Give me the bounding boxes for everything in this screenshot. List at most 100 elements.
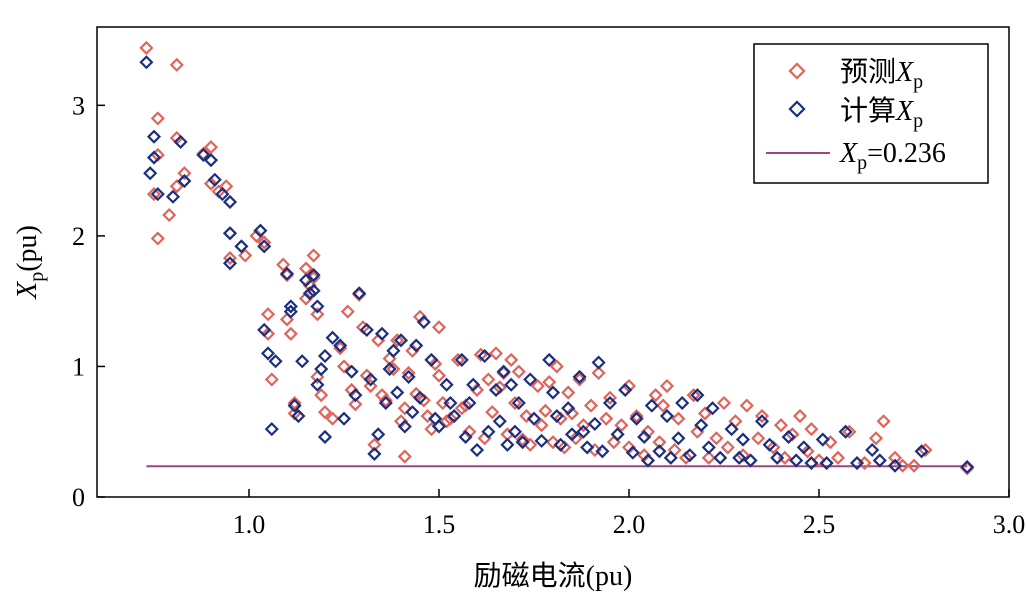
calculated-point [177, 173, 192, 189]
predicted-point [511, 364, 526, 379]
predicted-point [659, 378, 675, 394]
y-tick-label: 2 [72, 222, 85, 251]
calculated-point [549, 408, 564, 424]
calculated-point [165, 189, 181, 204]
predicted-point [431, 368, 447, 383]
calculated-point [447, 408, 462, 424]
plot-frame [96, 26, 1010, 498]
calculated-point [625, 445, 640, 460]
predicted-point [222, 226, 238, 241]
predicted-point [906, 458, 922, 473]
calculated-point [781, 429, 796, 445]
predicted-point [378, 393, 393, 408]
predicted-point [671, 411, 686, 426]
calculated-point [458, 429, 473, 445]
x-tick-label: 1.0 [233, 510, 266, 539]
predicted-point [918, 442, 933, 458]
predicted-point [614, 418, 629, 433]
calculated-point [393, 333, 409, 348]
calculated-point [173, 134, 188, 149]
predicted-point [401, 365, 416, 381]
predicted-point [811, 453, 827, 468]
predicted-point [340, 304, 355, 319]
calculated-point [222, 194, 238, 210]
predicted-point [416, 393, 431, 408]
predicted-point [162, 207, 177, 223]
calculated-point [914, 444, 929, 459]
x-tick-label: 2.0 [613, 510, 646, 539]
x-tick-label: 2.5 [803, 510, 836, 539]
calculated-point [652, 444, 667, 459]
calculated-point [754, 414, 770, 429]
legend-threshold-label: Xp=0.236 [839, 138, 946, 174]
predicted-point [348, 397, 363, 412]
calculated-point [629, 411, 644, 426]
calculated-point [279, 266, 295, 281]
calculated-point [222, 226, 238, 241]
calculated-point [690, 388, 705, 403]
calculated-point [576, 424, 591, 439]
calculated-point [306, 283, 321, 298]
calculated-point [139, 55, 154, 70]
calculated-point [838, 424, 853, 439]
calculated-point [295, 354, 310, 369]
calculated-point [146, 150, 162, 165]
predicted-point [314, 388, 329, 403]
calculated-point [713, 450, 728, 465]
calculated-point [815, 432, 830, 447]
calculated-point [481, 424, 496, 439]
calculated-point [515, 435, 530, 450]
calculated-point [222, 256, 238, 271]
calculated-point [511, 395, 526, 411]
predicted-point [336, 359, 352, 374]
calculated-point [348, 388, 363, 403]
calculated-point [526, 411, 542, 426]
predicted-point [397, 449, 412, 464]
predicted-point [264, 372, 279, 387]
calculated-point [496, 364, 511, 379]
calculated-point [374, 326, 390, 341]
predicted-point [830, 450, 846, 465]
calculated-point [325, 330, 340, 345]
calculated-point [203, 153, 219, 168]
calculated-point [409, 338, 424, 353]
predicted-point [298, 291, 314, 306]
axis-ticks: 1.0 1.5 2.0 2.5 3.0 0 1 2 3 [72, 91, 1025, 539]
predicted-point [602, 390, 618, 405]
calculated-point [386, 343, 401, 358]
predicted-point [260, 326, 276, 341]
predicted-point [249, 228, 264, 243]
calculated-point [287, 398, 302, 413]
predicted-point [428, 356, 443, 371]
x-axis-title: 励磁电流(pu) [474, 560, 633, 592]
calculated-point [390, 385, 405, 400]
predicted-point [488, 346, 504, 361]
calculated-point [644, 398, 659, 413]
predicted-point [648, 388, 663, 403]
calculated-point [268, 354, 283, 369]
predicted-point [169, 179, 184, 194]
predicted-point [686, 388, 701, 403]
calculated-point [462, 395, 477, 411]
calculated-point [260, 346, 276, 361]
predicted-point [390, 333, 405, 348]
legend-calculated-marker [788, 100, 806, 118]
calculated-point [865, 442, 880, 458]
y-tick-label: 1 [72, 352, 85, 381]
calculated-point [561, 401, 576, 416]
calculated-point [804, 455, 819, 471]
predicted-point [804, 422, 819, 437]
calculated-point [705, 401, 720, 416]
predicted-point [203, 140, 219, 155]
calculated-point [659, 408, 675, 424]
predicted-point [678, 450, 694, 465]
predicted-point [549, 359, 564, 374]
predicted-point [177, 166, 192, 181]
predicted-point [777, 450, 792, 465]
calculated-point [371, 427, 386, 442]
predicted-point [591, 365, 606, 381]
predicted-point [504, 352, 519, 367]
calculated-point [143, 166, 158, 181]
calculated-point [359, 322, 374, 337]
